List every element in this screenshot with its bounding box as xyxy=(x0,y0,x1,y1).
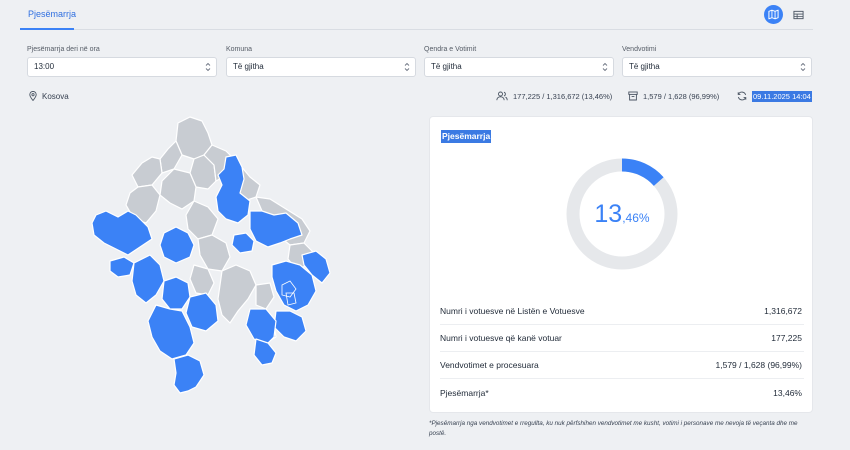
polling-station-select[interactable]: Të gjitha xyxy=(622,57,812,77)
map-region-dragash[interactable] xyxy=(173,354,205,394)
filter-time-label: Pjesëmarrja deri në ora xyxy=(27,46,100,53)
row-label: Pjesëmarrja* xyxy=(440,387,489,398)
turnout-donut-chart xyxy=(566,158,678,270)
map-region-mitrovice[interactable] xyxy=(215,154,251,224)
table-view-button[interactable] xyxy=(789,5,808,24)
row-value: 1,579 / 1,628 (96,99%) xyxy=(715,360,802,370)
map-region-skenderaj[interactable] xyxy=(159,226,195,264)
map-region-ferizaj[interactable] xyxy=(245,308,277,346)
chevron-updown-icon xyxy=(404,62,410,72)
row-value: 13,46% xyxy=(773,387,802,398)
map-region-gjakove-north[interactable] xyxy=(109,256,135,278)
map-region-north-west[interactable] xyxy=(131,156,163,188)
row-value: 1,316,672 xyxy=(764,306,802,316)
top-bar: Pjesëmarrja xyxy=(0,0,850,30)
municipality-select-value: Të gjitha xyxy=(233,62,264,71)
refresh-icon[interactable] xyxy=(737,91,747,101)
footnote: *Pjesëmarrja nga vendvotimet e rregullta… xyxy=(429,420,798,437)
map-region-zubin-potok[interactable] xyxy=(159,140,183,174)
map-svg xyxy=(91,116,331,394)
filter-time: Pjesëmarrja deri në ora 13:00 xyxy=(27,45,217,77)
location-label: Kosova xyxy=(42,91,69,101)
filter-polling-station: Vendvotimi Të gjitha xyxy=(622,45,812,77)
list-item: Pjesëmarrja* 13,46% xyxy=(440,379,804,406)
location-breadcrumb: Kosova xyxy=(29,91,69,101)
stations-stat-value: 1,579 / 1,628 (96,99%) xyxy=(643,91,720,101)
map-view-button[interactable] xyxy=(764,5,783,24)
map-region-west-upper[interactable] xyxy=(125,184,161,224)
map-region-gjakove[interactable] xyxy=(131,254,165,304)
list-item: Numri i votuesve që kanë votuar 177,225 xyxy=(440,325,804,352)
last-updated-timestamp: 09.11.2025 14:04 xyxy=(752,91,812,102)
filter-municipality-label: Komuna xyxy=(226,46,253,53)
list-item: Numri i votuesve në Listën e Votuesve 1,… xyxy=(440,298,804,325)
map-region-rahovec[interactable] xyxy=(161,276,191,310)
voters-stat: 177,225 / 1,316,672 (13,46%) xyxy=(496,91,612,101)
active-tab-indicator xyxy=(20,28,74,30)
turnout-decimal: ,46% xyxy=(622,211,650,225)
turnout-integer: 13 xyxy=(594,199,623,228)
polling-station-select-value: Të gjitha xyxy=(629,62,660,71)
chevron-updown-icon xyxy=(205,62,211,72)
map-region-center-south[interactable] xyxy=(197,234,231,272)
card-title: Pjesëmarrja xyxy=(441,130,492,143)
table-icon xyxy=(793,10,804,19)
map-region-prishtine[interactable] xyxy=(231,232,255,254)
voters-stat-value: 177,225 / 1,316,672 (13,46%) xyxy=(513,91,613,101)
row-label: Vendvotimet e procesuara xyxy=(440,360,539,370)
users-icon xyxy=(496,91,508,101)
filter-polling-station-label: Vendvotimi xyxy=(622,46,657,53)
municipality-select[interactable]: Të gjitha xyxy=(226,57,416,77)
location-pin-icon xyxy=(29,91,37,101)
map-region-kamenice[interactable] xyxy=(301,250,331,284)
tab-divider xyxy=(20,29,813,30)
row-label: Numri i votuesve në Listën e Votuesve xyxy=(440,306,585,316)
kosovo-map xyxy=(90,115,355,400)
map-enclave-borders xyxy=(281,280,297,306)
map-region-shterpce[interactable] xyxy=(253,338,277,366)
turnout-card: Pjesëmarrja 13 ,46% Numri i votuesve në … xyxy=(429,116,813,413)
map-region-suhareke[interactable] xyxy=(185,292,219,332)
time-select[interactable]: 13:00 xyxy=(27,57,217,77)
donut-progress-arc xyxy=(566,158,678,270)
map-region-center-west[interactable] xyxy=(159,168,197,210)
map-icon xyxy=(768,9,779,20)
polling-center-select-value: Të gjitha xyxy=(431,62,462,71)
chevron-updown-icon xyxy=(602,62,608,72)
list-item: Vendvotimet e procesuara 1,579 / 1,628 (… xyxy=(440,352,804,379)
row-label: Numri i votuesve që kanë votuar xyxy=(440,333,562,343)
polling-center-select[interactable]: Të gjitha xyxy=(424,57,614,77)
time-select-value: 13:00 xyxy=(34,62,55,71)
map-region-south-east-grey[interactable] xyxy=(255,282,275,310)
turnout-stats-list: Numri i votuesve në Listën e Votuesve 1,… xyxy=(440,298,804,406)
map-region-podujeve[interactable] xyxy=(249,210,303,248)
turnout-percentage: 13 ,46% xyxy=(565,157,679,271)
row-value: 177,225 xyxy=(771,333,802,343)
tab-pjesemarrja[interactable]: Pjesëmarrja xyxy=(28,9,77,19)
map-region-south-center[interactable] xyxy=(217,264,257,324)
filter-polling-center-label: Qendra e Votimit xyxy=(424,46,477,53)
chevron-updown-icon xyxy=(800,62,806,72)
map-region-center[interactable] xyxy=(185,200,219,240)
filter-municipality: Komuna Të gjitha xyxy=(226,45,416,77)
stations-stat: 1,579 / 1,628 (96,99%) xyxy=(628,91,719,101)
filter-polling-center: Qendra e Votimit Të gjitha xyxy=(424,45,614,77)
ballot-box-icon xyxy=(628,91,638,101)
map-region-viti[interactable] xyxy=(273,310,307,342)
map-region-peje[interactable] xyxy=(91,210,153,256)
